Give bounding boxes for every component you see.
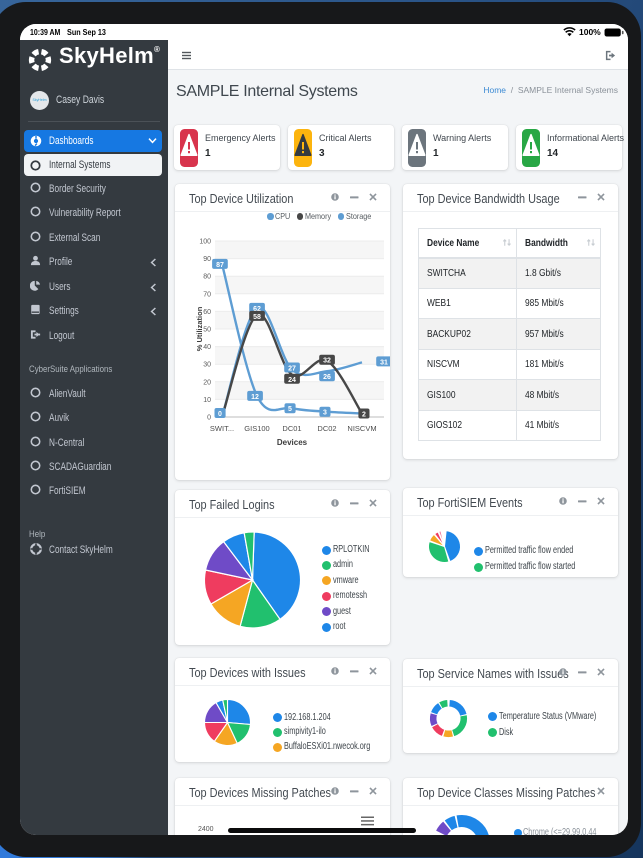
svg-text:32: 32 (323, 358, 331, 365)
svg-text:% Utilization: % Utilization (195, 306, 204, 351)
svg-text:GIS100: GIS100 (244, 424, 269, 433)
svg-text:60: 60 (203, 309, 211, 316)
svg-text:3: 3 (323, 410, 327, 417)
svg-text:40: 40 (203, 344, 211, 351)
svg-text:Devices: Devices (277, 438, 308, 447)
svg-text:80: 80 (203, 274, 211, 281)
svg-text:24: 24 (288, 377, 296, 384)
svg-text:20: 20 (203, 379, 211, 386)
svg-text:NISCVM: NISCVM (347, 424, 376, 433)
svg-text:31: 31 (380, 359, 388, 366)
svg-text:87: 87 (216, 262, 224, 269)
svg-text:62: 62 (253, 306, 261, 313)
svg-text:0: 0 (207, 415, 211, 422)
svg-text:DC01: DC01 (282, 424, 301, 433)
svg-text:0: 0 (218, 411, 222, 418)
svg-text:90: 90 (203, 256, 211, 263)
svg-text:30: 30 (203, 362, 211, 369)
svg-text:DC02: DC02 (317, 424, 336, 433)
svg-text:5: 5 (288, 406, 292, 413)
svg-text:10: 10 (203, 397, 211, 404)
svg-text:58: 58 (253, 314, 261, 321)
svg-text:27: 27 (288, 366, 296, 373)
svg-text:SWIT...: SWIT... (210, 424, 234, 433)
svg-text:100: 100 (199, 239, 211, 246)
svg-text:2: 2 (362, 412, 366, 419)
svg-text:70: 70 (203, 291, 211, 298)
svg-text:50: 50 (203, 327, 211, 334)
svg-text:26: 26 (323, 374, 331, 381)
svg-text:12: 12 (251, 394, 259, 401)
